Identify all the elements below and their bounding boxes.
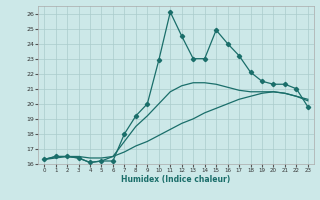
X-axis label: Humidex (Indice chaleur): Humidex (Indice chaleur)	[121, 175, 231, 184]
